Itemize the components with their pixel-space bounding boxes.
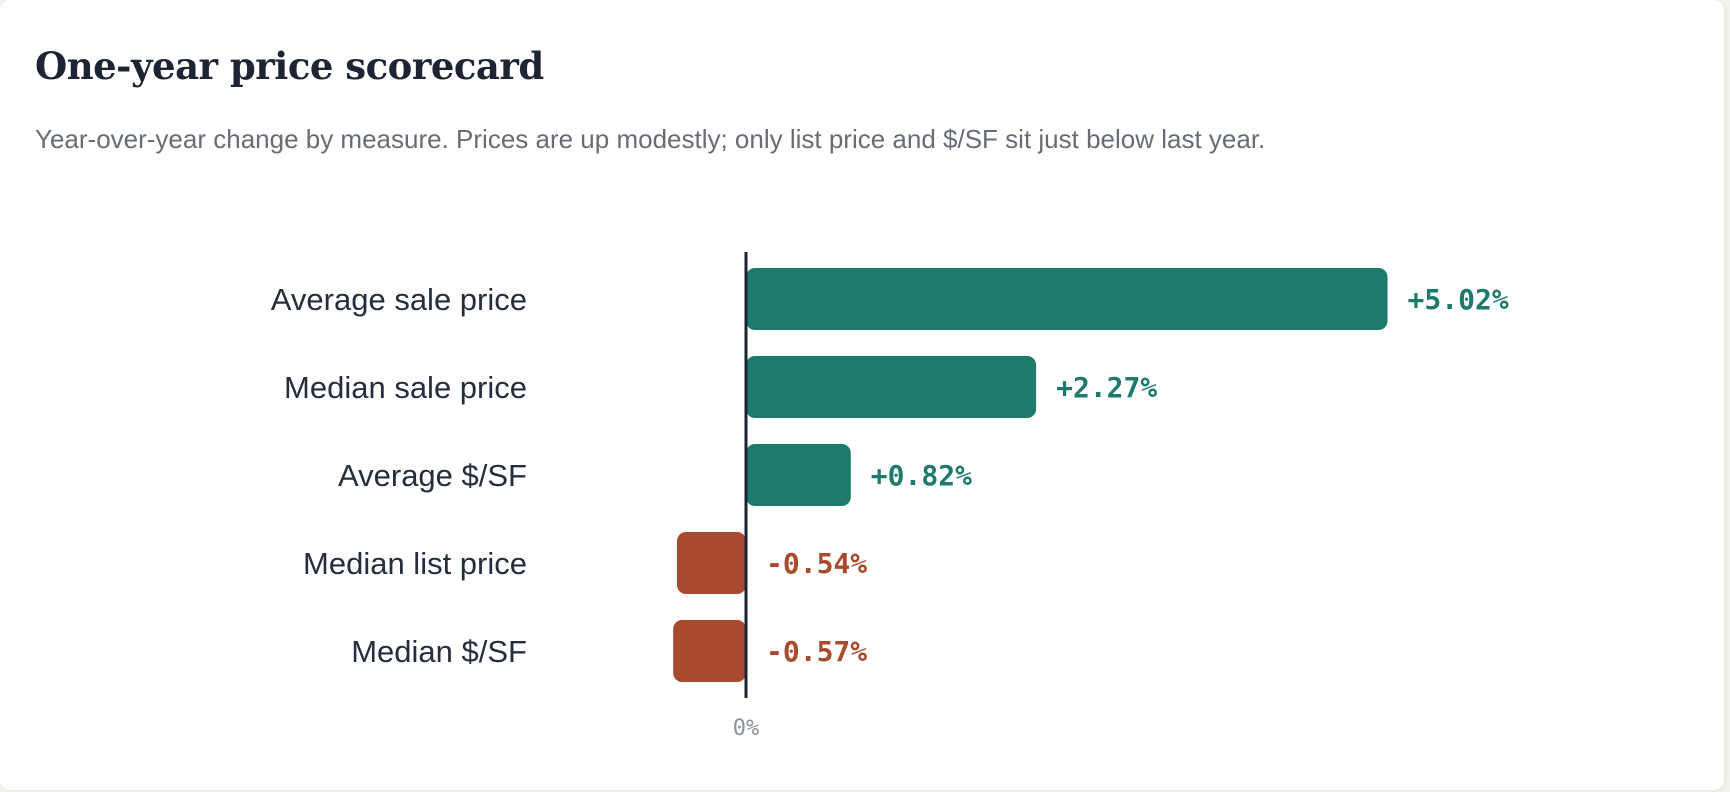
category-label: Median $/SF: [351, 634, 527, 669]
category-label: Average sale price: [271, 282, 527, 317]
bar: [746, 268, 1388, 330]
chart-title: One-year price scorecard: [35, 44, 544, 88]
bar: [746, 444, 851, 506]
value-label: +2.27%: [1056, 371, 1157, 404]
value-label: +0.82%: [871, 459, 972, 492]
value-label: +5.02%: [1408, 283, 1509, 316]
bar: [676, 532, 746, 594]
category-label: Median sale price: [284, 370, 527, 405]
bar: [746, 356, 1037, 418]
category-label: Median list price: [303, 546, 527, 581]
bar: [673, 620, 746, 682]
value-label: -0.57%: [766, 635, 867, 668]
chart-subtitle: Year-over-year change by measure. Prices…: [35, 124, 1266, 154]
category-label: Average $/SF: [338, 458, 527, 493]
value-label: -0.54%: [766, 547, 867, 580]
zero-tick-label: 0%: [733, 716, 760, 741]
